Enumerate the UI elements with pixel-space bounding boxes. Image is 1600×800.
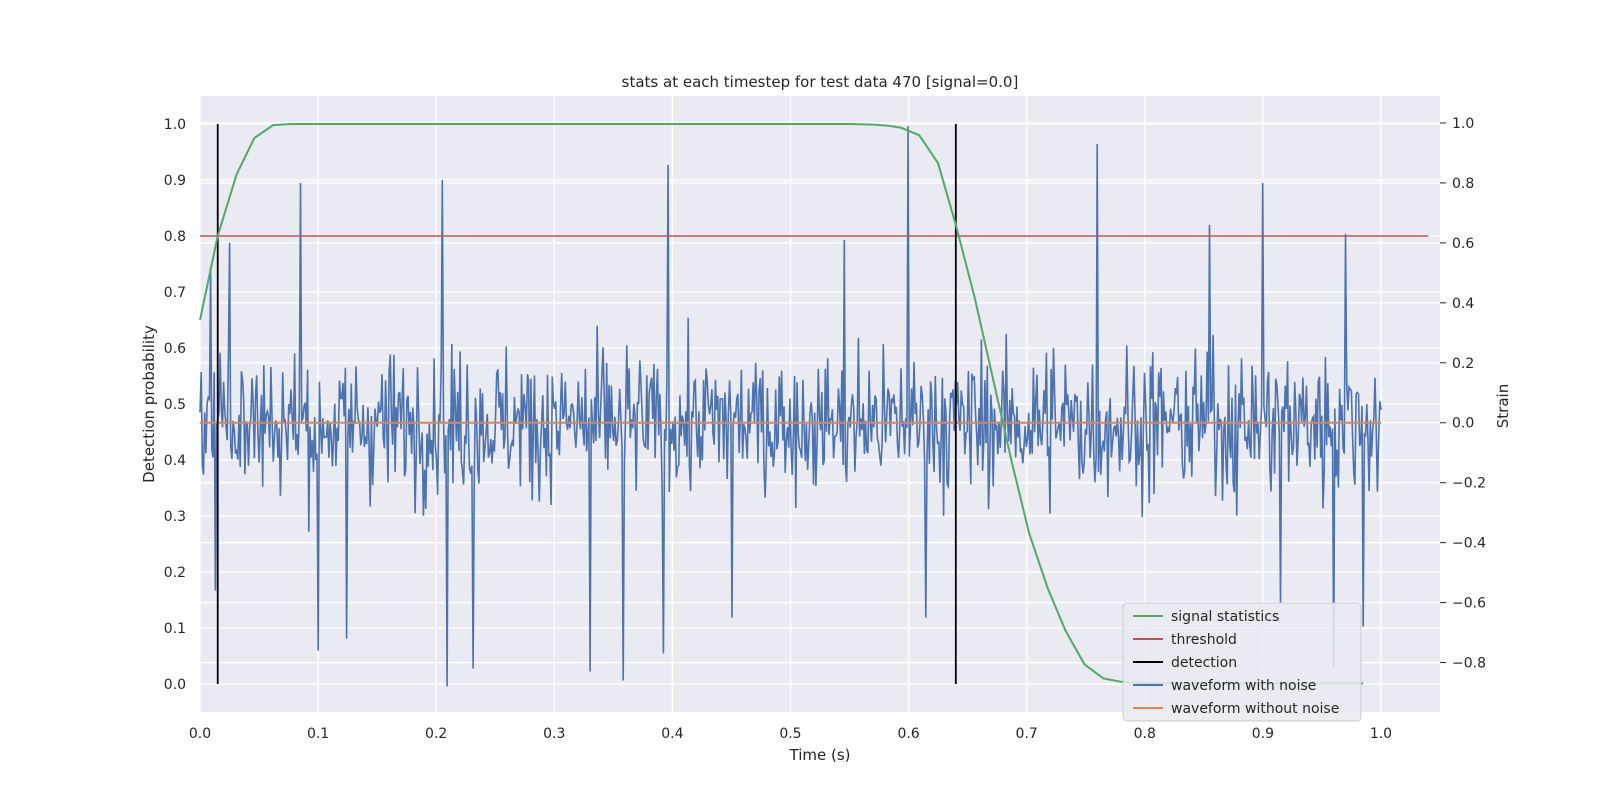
series-signal-statistics [199, 123, 1364, 685]
y-tick-label-right: −0.4 [1452, 536, 1486, 552]
y-axis-label-right: Strain [1494, 384, 1512, 428]
y-tick-label-right: −0.2 [1452, 476, 1486, 492]
y-tick-label-right: 1.0 [1452, 116, 1474, 132]
y-tick-label-left: 0.4 [164, 453, 186, 469]
y-tick-label-left: 0.7 [164, 285, 186, 301]
y-tick-label-left: 0.8 [164, 229, 186, 245]
x-tick-label: 1.0 [1370, 726, 1392, 742]
y-tick-label-right: 0.6 [1452, 236, 1474, 252]
y-tick-label-left: 0.2 [164, 565, 186, 581]
y-tick-label-right: −0.6 [1452, 596, 1486, 612]
y-tick-label-left: 0.3 [164, 509, 186, 525]
x-tick-label: 0.6 [897, 726, 919, 742]
y-tick-label-left: 0.0 [164, 677, 186, 693]
x-tick-label: 0.8 [1134, 726, 1156, 742]
y-tick-label-left: 0.5 [164, 397, 186, 413]
y-tick-label-left: 1.0 [164, 117, 186, 133]
y-tick-label-left: 0.9 [164, 173, 186, 189]
y-tick-label-right: 0.2 [1452, 356, 1474, 372]
x-tick-label: 0.5 [779, 726, 801, 742]
y-tick-label-right: 0.8 [1452, 176, 1474, 192]
legend-label-threshold: threshold [1171, 632, 1237, 648]
series-layer [199, 123, 1429, 687]
y-tick-label-right: 0.4 [1452, 296, 1474, 312]
chart-title: stats at each timestep for test data 470… [622, 73, 1019, 91]
x-tick-label: 0.2 [425, 726, 447, 742]
legend-label-signal-statistics: signal statistics [1171, 609, 1279, 625]
x-tick-label: 0.7 [1016, 726, 1038, 742]
legend-label-waveform-without-noise: waveform without noise [1171, 701, 1339, 717]
x-tick-label: 0.3 [543, 726, 565, 742]
y-tick-label-right: −0.8 [1452, 656, 1486, 672]
x-tick-label: 0.0 [189, 726, 211, 742]
legend-label-detection: detection [1171, 655, 1237, 671]
y-tick-label-left: 0.6 [164, 341, 186, 357]
y-axis-label-left: Detection probability [140, 325, 158, 483]
x-axis-label: Time (s) [789, 746, 851, 764]
x-tick-label: 0.1 [307, 726, 329, 742]
x-tick-label: 0.4 [661, 726, 683, 742]
legend-label-waveform-with-noise: waveform with noise [1171, 678, 1316, 694]
legend-box [1122, 602, 1362, 722]
legend: signal statistics threshold detection wa… [1122, 602, 1362, 722]
x-tick-label: 0.9 [1252, 726, 1274, 742]
ticks-layer: 0.0 0.1 0.2 0.3 0.4 0.5 0.6 0.7 0.8 0.9 1.0 0.0 0.1 0… [164, 116, 1486, 742]
y-tick-label-right: 0.0 [1452, 416, 1474, 432]
y-tick-label-left: 0.1 [164, 621, 186, 637]
